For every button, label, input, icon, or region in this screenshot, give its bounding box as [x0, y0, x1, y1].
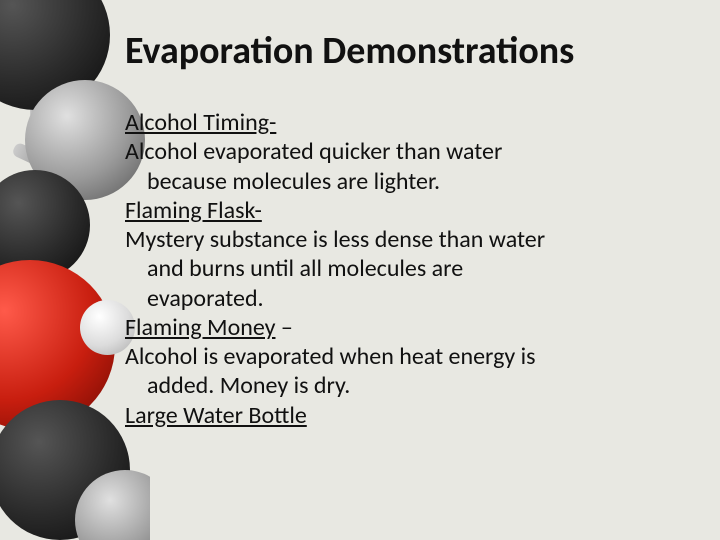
slide-body: Alcohol Timing- Alcohol evaporated quick…	[125, 108, 700, 430]
section-body: Alcohol is evaporated when heat energy i…	[125, 342, 700, 371]
section-heading: Flaming Money	[125, 313, 275, 342]
section-suffix: –	[275, 313, 292, 342]
section-body: and burns until all molecules are	[125, 254, 700, 283]
section-heading: Alcohol Timing-	[125, 108, 276, 137]
section-body: Mystery substance is less dense than wat…	[125, 225, 700, 254]
section-body: because molecules are lighter.	[125, 167, 700, 196]
section-heading: Large Water Bottle	[125, 401, 307, 430]
section-heading: Flaming Flask-	[125, 196, 262, 225]
section-body: evaporated.	[125, 284, 700, 313]
slide-content: Evaporation Demonstrations Alcohol Timin…	[125, 28, 700, 430]
slide-title: Evaporation Demonstrations	[125, 28, 700, 74]
section-body: Alcohol evaporated quicker than water	[125, 137, 700, 166]
section-body: added. Money is dry.	[125, 371, 700, 400]
